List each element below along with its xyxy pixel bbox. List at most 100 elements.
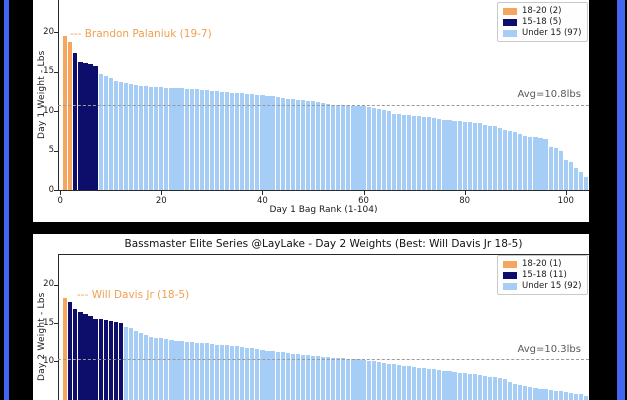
bag-weight-bar — [346, 105, 351, 190]
bag-weight-bar — [361, 359, 366, 400]
bag-weight-bar — [305, 355, 311, 400]
bag-weight-bar — [159, 338, 164, 400]
bag-weight-bar — [204, 343, 209, 400]
bag-weight-bar — [518, 385, 523, 400]
day2-y-axis-label: Day 2 Weight - Lbs — [37, 292, 47, 382]
bag-weight-bar — [194, 89, 199, 190]
x-tick-mark — [464, 191, 466, 195]
x-tick-label: 20 — [155, 196, 167, 206]
bag-weight-bar — [326, 357, 331, 400]
bag-weight-bar — [563, 159, 568, 190]
window-border-right — [617, 0, 625, 400]
bag-weight-bar — [230, 92, 235, 190]
bag-weight-bar — [336, 357, 341, 400]
bag-weight-bar — [315, 102, 321, 190]
bag-weight-bar — [179, 88, 184, 190]
bag-weight-bar — [492, 377, 498, 400]
bag-weight-bar — [265, 95, 270, 190]
x-tick-mark — [60, 191, 62, 195]
bag-weight-bar — [462, 121, 467, 190]
bag-weight-bar — [553, 390, 558, 400]
bag-weight-bar — [255, 349, 260, 400]
day1-x-axis-label: Day 1 Bag Rank (1-104) — [269, 205, 378, 215]
bag-weight-bar — [578, 394, 584, 400]
bag-weight-bar — [174, 340, 179, 400]
bag-weight-bar — [442, 119, 447, 190]
average-weight-line — [58, 104, 589, 106]
bag-weight-bar — [133, 330, 139, 400]
bag-weight-bar — [63, 36, 68, 190]
window-border-left — [4, 0, 9, 400]
bag-weight-bar — [528, 387, 533, 400]
bag-weight-bar — [73, 309, 78, 400]
day1-best-bag-annotation: --- Brandon Palaniuk (19-7) — [70, 28, 212, 40]
bag-weight-bar — [305, 100, 311, 190]
legend-label: 18-20 (1) — [522, 259, 562, 269]
bag-weight-bar — [503, 379, 508, 400]
bag-weight-bar — [497, 127, 503, 190]
legend-label: Under 15 (97) — [522, 28, 582, 38]
bag-weight-bar — [356, 105, 361, 190]
bag-weight-bar — [108, 320, 113, 400]
x-tick-mark — [565, 191, 567, 195]
y-axis-spine — [58, 253, 59, 400]
y-tick-mark — [54, 71, 58, 73]
bag-weight-bar — [472, 122, 477, 190]
bag-weight-bar — [553, 148, 558, 190]
legend-swatch-navy — [503, 272, 517, 279]
bag-weight-bar — [462, 372, 467, 400]
bag-weight-bar — [250, 94, 255, 190]
bag-weight-bar — [442, 370, 447, 400]
bag-weight-bar — [164, 339, 169, 400]
bag-weight-bar — [427, 117, 432, 190]
bag-weight-bar — [240, 93, 245, 190]
legend-label: 15-18 (5) — [522, 17, 562, 27]
bag-weight-bar — [123, 82, 128, 190]
bag-weight-bar — [432, 118, 437, 190]
legend-entry: Under 15 (92) — [503, 281, 581, 292]
bag-weight-bar — [321, 356, 326, 400]
bag-weight-bar — [285, 98, 290, 190]
bag-weight-bar — [523, 135, 528, 190]
average-weight-line — [58, 359, 589, 361]
bag-weight-bar — [199, 89, 204, 190]
bag-weight-bar — [300, 100, 305, 190]
y-tick-mark — [54, 284, 58, 286]
bag-weight-bar — [477, 375, 482, 400]
legend-swatch-navy — [503, 19, 517, 26]
y-tick-mark — [54, 111, 58, 112]
legend-label: 18-20 (2) — [522, 6, 562, 16]
bag-weight-bar — [447, 371, 452, 400]
day2-best-bag-annotation: --- Will Davis Jr (18-5) — [77, 289, 190, 301]
bag-weight-bar — [361, 105, 366, 190]
bag-weight-bar — [149, 336, 154, 400]
x-tick-mark — [363, 191, 365, 195]
bag-weight-bar — [138, 85, 144, 190]
bag-weight-bar — [351, 359, 356, 400]
bag-weight-bar — [63, 297, 68, 400]
bag-weight-bar — [558, 391, 563, 400]
bag-weight-bar — [138, 333, 144, 400]
bag-weight-bar — [406, 115, 412, 190]
bag-weight-bar — [194, 342, 199, 400]
bag-weight-bar — [154, 337, 159, 400]
legend-swatch-lightblue — [503, 30, 517, 37]
bag-weight-bar — [401, 365, 407, 400]
bag-weight-bar — [123, 326, 128, 400]
bag-weight-bar — [341, 358, 346, 400]
bag-weight-bar — [543, 388, 548, 400]
bag-weight-bar — [290, 353, 295, 400]
bag-weight-bar — [295, 99, 300, 190]
y-tick-label: 10 — [43, 105, 54, 116]
day2-chart-figure: Bassmaster Elite Series @LayLake - Day 2… — [33, 234, 589, 400]
x-tick-label: 100 — [557, 196, 574, 206]
y-axis-spine — [58, 0, 59, 190]
bag-weight-bar — [548, 389, 553, 400]
bag-weight-bar — [533, 388, 538, 400]
day1-legend: 18-20 (2) 15-18 (5) Under 15 (97) — [497, 2, 589, 42]
x-tick-label: 60 — [358, 196, 369, 206]
bag-weight-bar — [128, 83, 134, 190]
bag-weight-bar — [159, 87, 164, 190]
bag-weight-bar — [133, 84, 139, 190]
